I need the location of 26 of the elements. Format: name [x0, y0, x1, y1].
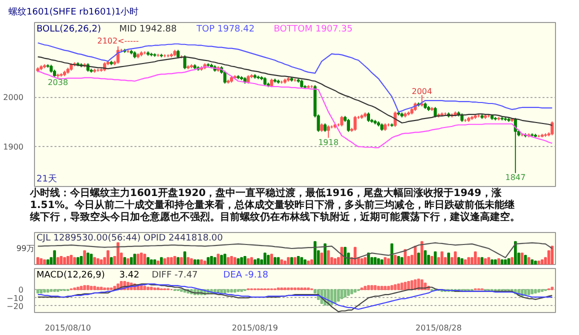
text: MID 1942.88 — [119, 24, 177, 34]
x-tick-label: 2015/08/19 — [232, 324, 278, 332]
x-tick-label: 2015/08/10 — [44, 324, 91, 332]
chart-subtitle: BOLL(26,26,2) — [36, 24, 102, 34]
series-label: TOP 1978.42 — [196, 24, 255, 34]
y-tick-label: −10 — [6, 294, 24, 303]
chart-title: MACD(12,26,9) — [36, 270, 105, 280]
annotation: 2038 — [48, 78, 68, 88]
y-tick-label: 2000 — [3, 93, 24, 102]
series-label: DEA -9.18 — [223, 270, 268, 280]
y-tick-label: 1900 — [3, 142, 24, 152]
annotation: 1918 — [318, 138, 339, 147]
series-label: DIFF -7.47 — [152, 270, 198, 280]
chart-title: 螺纹1601(SHFE rb1601)1小时 — [8, 6, 139, 18]
annotation: 1847 — [505, 173, 526, 182]
x-tick-label: 2015/08/28 — [416, 324, 462, 332]
annotation: 99万 — [16, 244, 35, 253]
series-label: 3.42 — [119, 270, 140, 280]
text: BOTTOM 1907.35 — [274, 24, 353, 34]
annotation: 21天 — [36, 174, 57, 184]
annotation: 2102<----- — [97, 36, 139, 46]
chart-title: CJL 1289530.00(56:44) OPID 2441818.00 — [36, 234, 224, 244]
annotation: 2004 — [412, 87, 432, 96]
y-tick-label: −20 — [6, 302, 24, 311]
y-tick-label: 0 — [18, 286, 24, 295]
text: 小时线：今日螺纹主力1601开盘1920，盘中一直平稳过渡，最低1916，尾盘大幅回涨收报于1949，涨1.51%。今日从前二十成交量和持仓量来看，总体成交量较昨日下滑，多头前三均减仓，昨日跌破前低未能继续下行，导致空头今日加仓意愿也不强烈。目前螺纹仍在布林线下轨附近，近期可能震荡下行，建议逢高建空。 — [28, 188, 520, 224]
